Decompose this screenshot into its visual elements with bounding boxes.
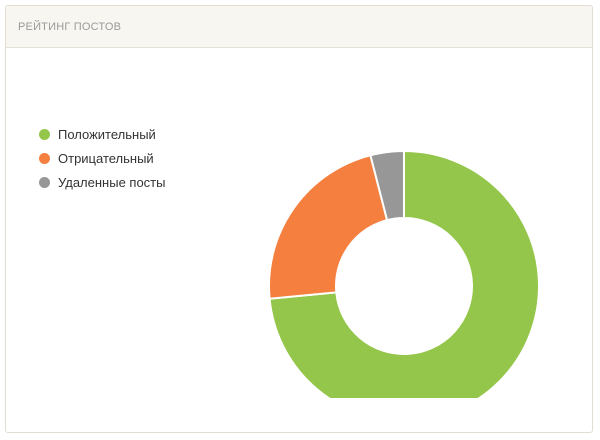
legend-dot-deleted — [39, 176, 50, 188]
legend-dot-negative — [39, 152, 50, 164]
post-rating-panel: РЕЙТИНГ ПОСТОВ Положительный Отрицательн… — [5, 5, 593, 433]
legend-label-positive: Положительный — [58, 126, 156, 142]
legend-item-negative[interactable]: Отрицательный — [39, 146, 166, 170]
donut-chart — [268, 149, 540, 398]
legend-item-positive[interactable]: Положительный — [39, 122, 166, 146]
legend-label-deleted: Удаленные посты — [58, 174, 166, 190]
donut-slices — [268, 149, 540, 398]
legend-dot-positive — [39, 128, 50, 140]
panel-body: Положительный Отрицательный Удаленные по… — [6, 48, 592, 432]
slice-negative[interactable] — [268, 154, 389, 300]
legend-item-deleted[interactable]: Удаленные посты — [39, 170, 166, 194]
slice-positive[interactable] — [268, 149, 540, 398]
chart-legend: Положительный Отрицательный Удаленные по… — [39, 122, 166, 194]
panel-title: РЕЙТИНГ ПОСТОВ — [18, 20, 122, 33]
slice-deleted[interactable] — [369, 149, 405, 222]
panel-header: РЕЙТИНГ ПОСТОВ — [6, 6, 592, 48]
legend-label-negative: Отрицательный — [58, 150, 154, 166]
